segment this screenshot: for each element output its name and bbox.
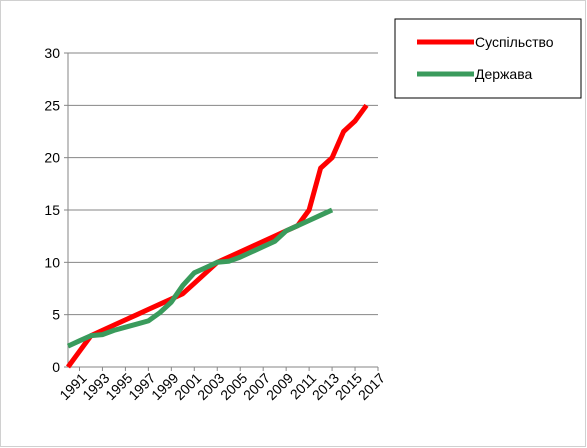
y-tick-label-2: 10 bbox=[44, 254, 60, 270]
legend-label-series-1: Держава bbox=[475, 66, 532, 82]
y-tick-label-4: 20 bbox=[44, 150, 60, 166]
series-lines bbox=[65, 103, 369, 369]
y-tick-label-1: 5 bbox=[52, 307, 60, 323]
y-tick-label-6: 30 bbox=[44, 45, 60, 61]
y-tick-label-0: 0 bbox=[52, 359, 60, 375]
y-axis-ticks: 0 5 10 15 20 25 30 bbox=[44, 45, 68, 375]
y-tick-label-5: 25 bbox=[44, 97, 60, 113]
series-line-0 bbox=[65, 103, 369, 369]
legend-label-series-0: Суспільство bbox=[475, 34, 554, 50]
x-tick-label-13: 2017 bbox=[355, 370, 388, 403]
legend-box bbox=[394, 18, 582, 99]
legend: Суспільство Держава bbox=[394, 18, 582, 99]
series-line-1 bbox=[66, 207, 334, 349]
y-tick-label-3: 15 bbox=[44, 202, 60, 218]
x-axis-ticks: 1991199319951997199920012003200520072009… bbox=[56, 367, 388, 403]
gridlines bbox=[68, 52, 378, 316]
